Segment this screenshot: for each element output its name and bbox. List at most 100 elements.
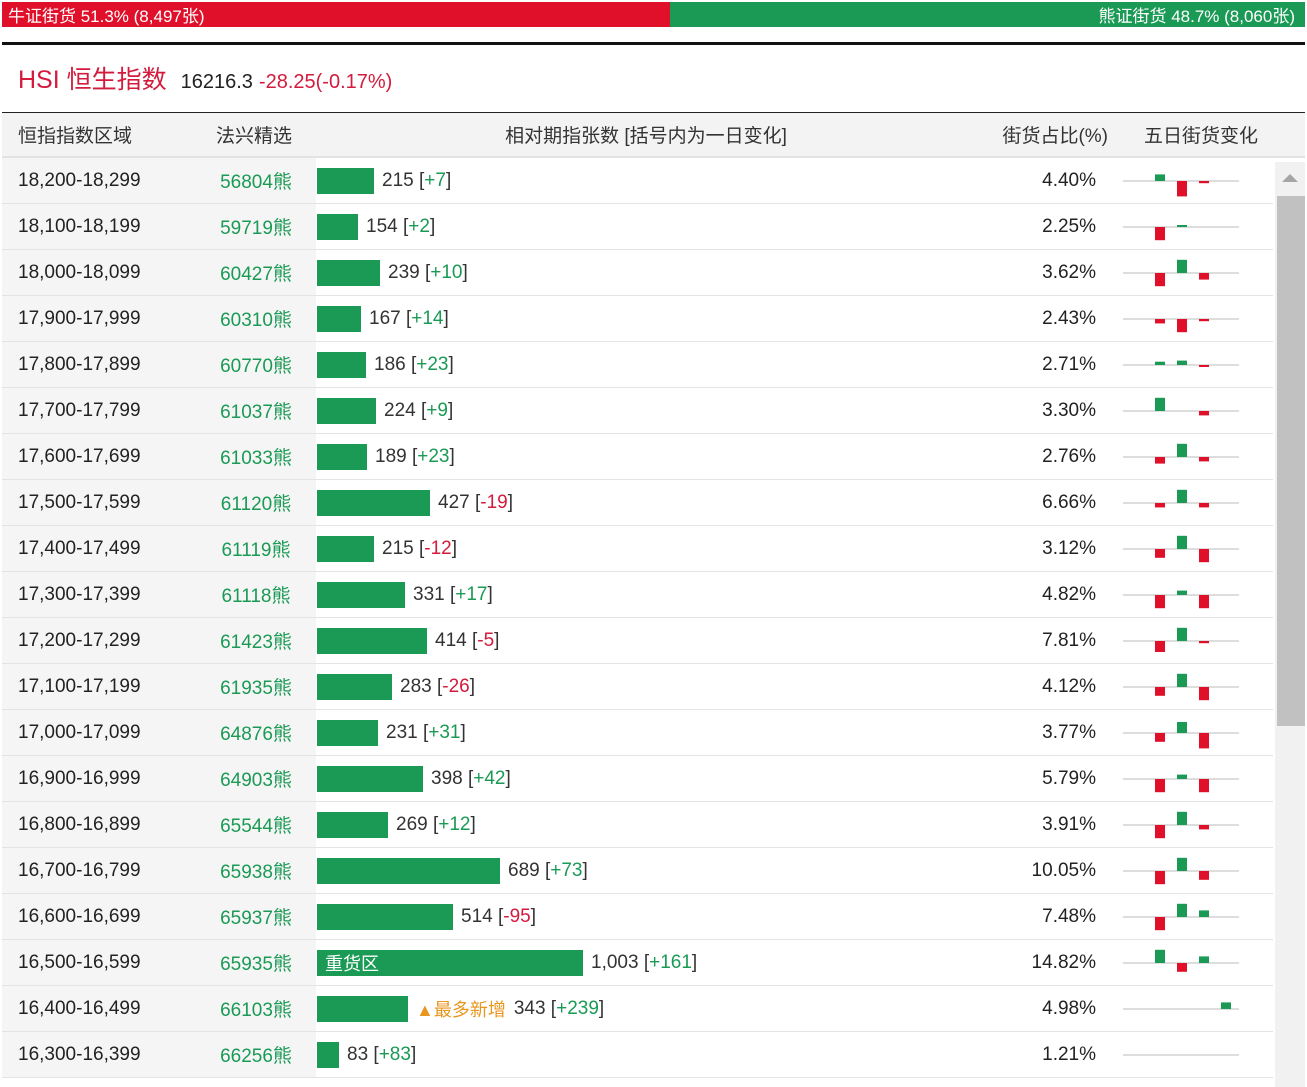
pick-link[interactable]: 60310熊 — [196, 296, 316, 341]
five-day-bar — [1155, 361, 1165, 365]
five-day-bar — [1155, 686, 1165, 696]
count-number: 83 — [347, 1043, 369, 1065]
share-cell: 6.66% — [1042, 491, 1096, 513]
pick-link[interactable]: 65544熊 — [196, 802, 316, 847]
pick-link[interactable]: 61118熊 — [196, 572, 316, 617]
five-day-bar — [1199, 548, 1209, 562]
share-cell: 2.76% — [1042, 445, 1096, 467]
count-bar-cell: ▲最多新增 343 [+239] — [316, 986, 976, 1031]
count-bar — [317, 581, 405, 608]
count-number: 154 — [366, 215, 398, 237]
range-cell: 16,600-16,699 — [2, 894, 196, 939]
pick-link[interactable]: 65937熊 — [196, 894, 316, 939]
table-row: 17,300-17,399 61118熊 331 [+17] 4.82% — [2, 572, 1273, 618]
count-number: 215 — [382, 169, 414, 191]
count-value: 414 [-5] — [435, 629, 500, 651]
pick-link[interactable]: 61033熊 — [196, 434, 316, 479]
count-value: 224 [+9] — [384, 399, 454, 421]
pick-link[interactable]: 56804熊 — [196, 158, 316, 203]
five-day-bar — [1199, 318, 1209, 321]
five-day-bar — [1199, 732, 1209, 748]
five-day-sparkline — [1096, 526, 1266, 571]
share-cell: 1.21% — [1042, 1043, 1096, 1065]
count-value: 83 [+83] — [347, 1043, 417, 1065]
count-bar-cell: 414 [-5] — [316, 618, 976, 663]
count-value: 1,003 [+161] — [591, 951, 698, 973]
count-value: 514 [-95] — [461, 905, 537, 927]
index-change: -28.25(-0.17%) — [258, 71, 393, 93]
daily-change: +7 — [424, 169, 446, 191]
share-cell: 5.79% — [1042, 767, 1096, 789]
five-day-bar — [1177, 590, 1187, 595]
range-cell: 17,100-17,199 — [2, 664, 196, 709]
table-row: 16,300-16,399 66256熊 83 [+83] 1.21% — [2, 1032, 1273, 1078]
five-day-sparkline — [1096, 572, 1266, 617]
five-day-sparkline — [1096, 802, 1266, 847]
scroll-thumb[interactable] — [1277, 196, 1305, 726]
pick-link[interactable]: 59719熊 — [196, 204, 316, 249]
share-cell: 7.81% — [1042, 629, 1096, 651]
count-value: 189 [+23] — [375, 445, 455, 467]
five-day-bar — [1177, 259, 1187, 273]
pick-link[interactable]: 61037熊 — [196, 388, 316, 433]
bear-ratio-segment: 熊证街货 48.7% (8,060张) — [670, 2, 1305, 27]
share-cell: 4.98% — [1042, 997, 1096, 1019]
pick-link[interactable]: 66103熊 — [196, 986, 316, 1031]
pick-link[interactable]: 66256熊 — [196, 1032, 316, 1077]
five-day-bar — [1155, 870, 1165, 884]
pick-link[interactable]: 61423熊 — [196, 618, 316, 663]
five-day-bar — [1155, 916, 1165, 930]
pick-link[interactable]: 60427熊 — [196, 250, 316, 295]
pick-link[interactable]: 60770熊 — [196, 342, 316, 387]
five-day-bar — [1199, 640, 1209, 643]
index-header: HSI 恒生指数 16216.3 -28.25(-0.17%) — [18, 60, 392, 96]
count-bar — [317, 351, 366, 378]
vertical-scrollbar[interactable] — [1275, 162, 1305, 1087]
share-cell: 3.30% — [1042, 399, 1096, 421]
share-cell: 3.12% — [1042, 537, 1096, 559]
count-value: 343 [+239] — [513, 997, 605, 1019]
five-day-sparkline — [1096, 480, 1266, 525]
header-share: 街货占比(%) — [1002, 126, 1108, 147]
five-day-chart — [1123, 903, 1239, 930]
count-bar — [317, 811, 388, 838]
five-day-chart — [1123, 590, 1239, 608]
range-cell: 17,200-17,299 — [2, 618, 196, 663]
count-bar-cell: 215 [+7] — [316, 158, 976, 203]
table-row: 17,200-17,299 61423熊 414 [-5] 7.81% — [2, 618, 1273, 664]
count-value: 154 [+2] — [366, 215, 436, 237]
pick-link[interactable]: 61935熊 — [196, 664, 316, 709]
range-cell: 17,300-17,399 — [2, 572, 196, 617]
scroll-up-arrow-icon[interactable] — [1282, 174, 1298, 182]
daily-change: +14 — [411, 307, 444, 329]
pick-link[interactable]: 64903熊 — [196, 756, 316, 801]
five-day-sparkline — [1096, 894, 1266, 939]
count-bar — [317, 719, 378, 746]
five-day-chart — [1123, 949, 1239, 972]
five-day-bar — [1177, 318, 1187, 332]
bull-bear-ratio-bar: 牛证街货 51.3% (8,497张) 熊证街货 48.7% (8,060张) — [2, 2, 1305, 27]
range-cell: 18,000-18,099 — [2, 250, 196, 295]
pick-link[interactable]: 65938熊 — [196, 848, 316, 893]
pick-link[interactable]: 61120熊 — [196, 480, 316, 525]
count-bar — [317, 167, 374, 194]
five-day-bar — [1155, 949, 1165, 963]
table-row: 18,000-18,099 60427熊 239 [+10] 3.62% — [2, 250, 1273, 296]
table-row: 17,400-17,499 61119熊 215 [-12] 3.12% — [2, 526, 1273, 572]
five-day-bar — [1155, 824, 1165, 838]
count-value: 398 [+42] — [431, 767, 511, 789]
pick-link[interactable]: 64876熊 — [196, 710, 316, 755]
pick-link[interactable]: 61119熊 — [196, 526, 316, 571]
count-value: 239 [+10] — [388, 261, 468, 283]
count-bar-cell: 215 [-12] — [316, 526, 976, 571]
count-value: 427 [-19] — [438, 491, 514, 513]
count-number: 331 — [413, 583, 445, 605]
range-cell: 17,400-17,499 — [2, 526, 196, 571]
five-day-bar — [1155, 502, 1165, 507]
five-day-bar — [1155, 640, 1165, 652]
five-day-bar — [1199, 686, 1209, 700]
range-cell: 16,700-16,799 — [2, 848, 196, 893]
daily-change: +42 — [473, 767, 506, 789]
pick-link[interactable]: 65935熊 — [196, 940, 316, 985]
five-day-sparkline — [1096, 434, 1266, 479]
